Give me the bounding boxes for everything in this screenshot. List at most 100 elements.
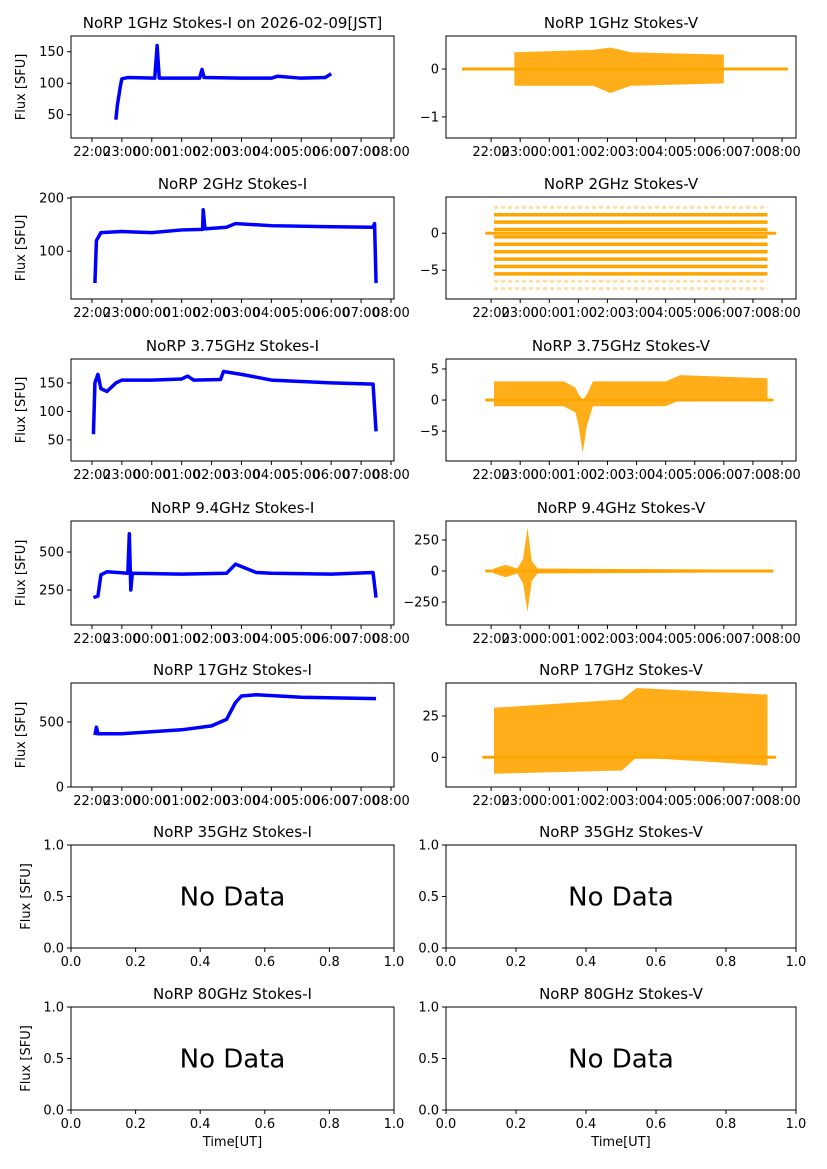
- y-tick-label: 1.0: [43, 1001, 64, 1016]
- x-tick-label: 05:00: [676, 468, 713, 483]
- x-tick-label: 23:00: [501, 468, 538, 483]
- x-tick-label: 07:00: [342, 306, 379, 321]
- x-tick-label: 08:00: [372, 794, 409, 809]
- no-data-label: No Data: [568, 883, 674, 913]
- x-tick-label: 06:00: [705, 632, 742, 647]
- panel-title: NoRP 1GHz Stokes-V: [544, 14, 699, 32]
- panel-3: NoRP 2GHz Stokes-I10020022:0023:0000:000…: [14, 175, 410, 321]
- x-tick-label: 04:00: [253, 145, 290, 160]
- y-axis-label: Flux [SFU]: [14, 540, 29, 607]
- x-tick-label: 01:00: [560, 306, 597, 321]
- x-tick-label: 07:00: [342, 145, 379, 160]
- axes-frame: [445, 682, 797, 788]
- y-tick-label: 150: [39, 45, 64, 60]
- x-tick-label: 00:00: [531, 468, 568, 483]
- panel-title: NoRP 9.4GHz Stokes-I: [151, 499, 315, 517]
- x-tick-label: 07:00: [342, 632, 379, 647]
- stokes-i-series: [93, 692, 377, 736]
- y-tick-label: 25: [422, 710, 439, 725]
- panel-title: NoRP 35GHz Stokes-I: [153, 823, 312, 841]
- x-tick-label: 01:00: [560, 632, 597, 647]
- y-tick-label: −5: [420, 425, 439, 440]
- x-tick-label: 06:00: [312, 632, 349, 647]
- x-tick-label: 02:00: [193, 306, 230, 321]
- x-tick-label: 02:00: [589, 306, 626, 321]
- y-tick-label: 200: [39, 192, 64, 207]
- y-tick-label: 0.0: [43, 942, 64, 957]
- x-tick-label: 1.0: [384, 1117, 405, 1132]
- y-axis-label: Flux [SFU]: [14, 54, 29, 121]
- x-tick-label: 08:00: [372, 468, 409, 483]
- x-tick-label: 05:00: [676, 794, 713, 809]
- x-tick-label: 23:00: [501, 145, 538, 160]
- y-tick-label: 0.5: [418, 1052, 439, 1067]
- x-tick-label: 07:00: [734, 145, 771, 160]
- panel-title: NoRP 80GHz Stokes-I: [153, 985, 312, 1003]
- x-tick-label: 00:00: [531, 632, 568, 647]
- y-tick-label: 250: [414, 533, 439, 548]
- x-tick-label: 02:00: [589, 794, 626, 809]
- x-tick-label: 0.8: [319, 955, 340, 970]
- y-tick-label: −5: [420, 264, 439, 279]
- panel-8: NoRP 9.4GHz Stokes-V −250 0 250 22:0023:0000…: [403, 499, 800, 647]
- panel-14: NoRP 80GHz Stokes-V No Data 0.0 0.5 1.0 0.0 0.…: [418, 985, 806, 1150]
- x-tick-label: 05:00: [283, 632, 320, 647]
- x-tick-label: 05:00: [283, 794, 320, 809]
- axes-frame: [70, 196, 395, 300]
- x-tick-label: 06:00: [705, 468, 742, 483]
- y-tick-label: 0: [56, 781, 64, 796]
- y-tick-label: 0: [431, 227, 439, 242]
- axes-frame: [445, 196, 797, 300]
- y-tick-label: 0: [431, 565, 439, 580]
- x-tick-label: 06:00: [312, 145, 349, 160]
- panel-title: NoRP 17GHz Stokes-I: [153, 661, 312, 679]
- x-tick-label: 0.0: [61, 1117, 82, 1132]
- x-tick-label: 03:00: [618, 468, 655, 483]
- x-tick-label: 0.0: [436, 955, 457, 970]
- x-tick-label: 03:00: [618, 145, 655, 160]
- x-tick-label: 0.8: [716, 955, 737, 970]
- x-axis-label: Time[UT]: [590, 1135, 650, 1150]
- panel-5: NoRP 3.75GHz Stokes-I5010015022:0023:000…: [14, 337, 410, 483]
- y-tick-label: 0.0: [418, 942, 439, 957]
- x-tick-label: 23:00: [501, 794, 538, 809]
- x-tick-label: 1.0: [786, 1117, 807, 1132]
- y-tick-label: −1: [420, 110, 439, 125]
- x-tick-label: 04:00: [253, 794, 290, 809]
- x-tick-label: 03:00: [223, 306, 260, 321]
- x-tick-label: 22:00: [472, 306, 509, 321]
- y-tick-label: 150: [39, 376, 64, 391]
- y-tick-label: 100: [39, 245, 64, 260]
- x-tick-label: 07:00: [734, 306, 771, 321]
- x-tick-label: 04:00: [647, 794, 684, 809]
- x-tick-label: 06:00: [705, 306, 742, 321]
- y-axis-label: Flux [SFU]: [19, 863, 34, 930]
- y-tick-label: 0.5: [43, 890, 64, 905]
- x-tick-label: 06:00: [312, 468, 349, 483]
- x-tick-label: 04:00: [253, 632, 290, 647]
- x-tick-label: 22:00: [472, 145, 509, 160]
- stokes-i-series: [93, 208, 378, 284]
- x-tick-label: 0.6: [646, 1117, 667, 1132]
- x-tick-label: 1.0: [384, 955, 405, 970]
- panel-1: NoRP 1GHz Stokes-I on 2026-02-09[JST] 50 1…: [14, 14, 410, 160]
- y-tick-label: −250: [403, 596, 439, 611]
- x-tick-label: 23:00: [501, 306, 538, 321]
- x-tick-label: 02:00: [589, 468, 626, 483]
- y-tick-label: 500: [39, 716, 64, 731]
- x-tick-label: 0.2: [506, 1117, 527, 1132]
- x-tick-label: 07:00: [342, 468, 379, 483]
- x-tick-label: 0.6: [254, 955, 275, 970]
- y-tick-label: 100: [39, 77, 64, 92]
- y-tick-label: 50: [47, 433, 64, 448]
- panel-title: NoRP 1GHz Stokes-I on 2026-02-09[JST]: [83, 14, 383, 32]
- x-tick-label: 00:00: [531, 145, 568, 160]
- x-tick-label: 01:00: [560, 145, 597, 160]
- x-tick-label: 03:00: [618, 794, 655, 809]
- x-tick-label: 01:00: [163, 468, 200, 483]
- data-layer: [485, 527, 774, 612]
- panel-title: NoRP 80GHz Stokes-V: [539, 985, 704, 1003]
- x-tick-label: 04:00: [253, 306, 290, 321]
- x-tick-label: 00:00: [133, 794, 170, 809]
